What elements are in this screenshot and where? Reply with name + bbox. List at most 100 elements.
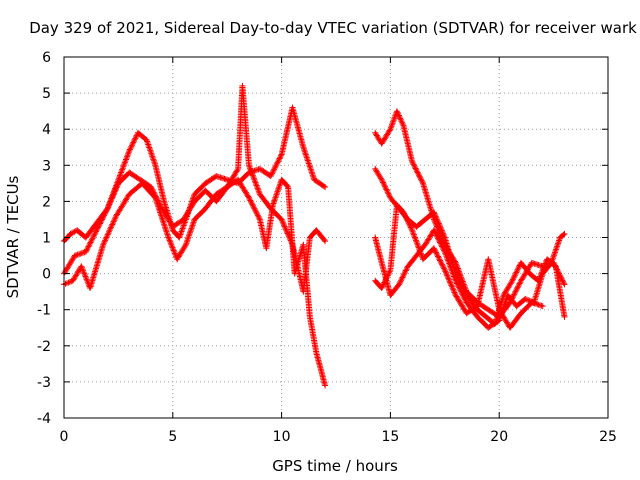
data-point [128, 149, 131, 152]
data-point [507, 294, 509, 297]
data-point [563, 316, 566, 318]
data-point [389, 128, 392, 131]
data-point [139, 178, 142, 181]
data-point [287, 186, 290, 188]
data-point [128, 171, 131, 174]
data-point [280, 218, 283, 221]
y-tick-label: -1 [37, 303, 51, 319]
data-point [226, 178, 229, 181]
data-point [258, 193, 261, 196]
data-point [422, 182, 424, 185]
x-tick-label: 0 [60, 429, 69, 445]
axis-ticks: 0 5 10 15 20 25 -4 -3 -2 -1 0 1 2 3 4 5 6 [37, 50, 617, 445]
data-point [502, 294, 505, 297]
y-tick-label: -3 [37, 375, 51, 391]
data-point [204, 189, 207, 192]
data-point [258, 218, 261, 221]
data-point [265, 247, 268, 250]
data-point [102, 243, 105, 246]
data-point [476, 308, 479, 311]
data-point [237, 168, 239, 170]
data-point [487, 258, 490, 261]
data-point [302, 290, 305, 293]
data-point [302, 243, 305, 246]
data-point [530, 301, 533, 304]
data-point [443, 251, 446, 253]
data-point [476, 305, 479, 307]
series-trace-c [61, 176, 329, 389]
data-point [398, 283, 401, 286]
y-tick-label: -2 [37, 339, 51, 355]
data-point [178, 236, 181, 239]
data-point [396, 204, 398, 206]
x-tick-label: 15 [381, 429, 399, 445]
data-point [433, 247, 435, 250]
data-point [476, 316, 479, 318]
data-point [315, 352, 318, 354]
data-point [269, 175, 272, 178]
data-point [324, 384, 327, 387]
series-layer [61, 82, 568, 389]
data-point [465, 301, 468, 304]
data-point [76, 229, 78, 232]
data-point [396, 110, 398, 113]
data-point [150, 186, 152, 188]
data-point [380, 142, 383, 145]
data-point [485, 316, 488, 318]
data-point [84, 236, 87, 239]
data-point [128, 193, 131, 196]
y-tick-label: 0 [42, 267, 51, 283]
data-point [422, 258, 424, 261]
data-point [291, 106, 294, 109]
data-point [389, 196, 392, 199]
data-point [248, 196, 250, 199]
data-point [487, 308, 490, 311]
data-point [402, 124, 405, 127]
data-point [106, 207, 109, 210]
x-tick-label: 20 [490, 429, 508, 445]
data-point [137, 131, 139, 134]
data-point [509, 301, 511, 304]
data-point [380, 178, 383, 181]
data-point [541, 305, 544, 307]
data-point [530, 261, 533, 264]
data-point [443, 236, 446, 239]
data-point [465, 312, 468, 315]
data-point [498, 308, 501, 311]
data-point [563, 232, 566, 235]
data-point [176, 258, 179, 261]
data-point [204, 207, 207, 210]
data-point [411, 229, 414, 232]
data-point [374, 279, 377, 282]
series-trace-f [372, 227, 568, 331]
data-point [509, 326, 511, 329]
y-tick-label: 4 [42, 122, 51, 138]
data-point [84, 251, 87, 253]
data-point [541, 272, 544, 275]
data-point [550, 261, 553, 264]
data-point [193, 218, 196, 221]
data-point [520, 279, 522, 282]
y-tick-label: 1 [42, 231, 51, 247]
x-tick-label: 25 [599, 429, 617, 445]
data-point [374, 131, 377, 134]
data-point [154, 196, 157, 199]
data-point [313, 178, 316, 181]
data-point [559, 236, 562, 239]
data-point [248, 164, 250, 167]
data-point [154, 164, 157, 167]
data-point [389, 294, 392, 297]
data-point [324, 240, 327, 243]
data-point [308, 316, 311, 318]
data-point [115, 214, 118, 217]
data-point [380, 287, 383, 289]
series-trace-g [372, 202, 546, 331]
data-point [424, 243, 427, 246]
data-point [402, 211, 405, 214]
grid [64, 57, 608, 418]
data-point [215, 200, 218, 203]
x-tick-label: 5 [168, 429, 177, 445]
data-point [145, 139, 148, 141]
data-point [415, 254, 418, 257]
data-point [554, 265, 557, 268]
